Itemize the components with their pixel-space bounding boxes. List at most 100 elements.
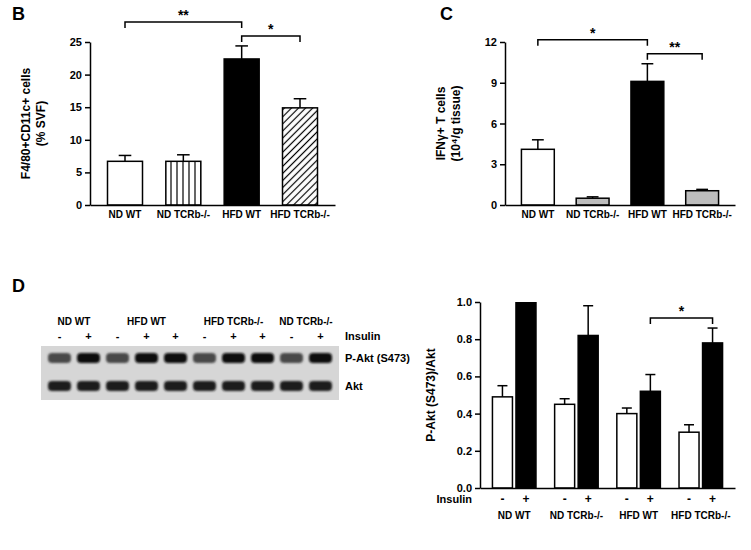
y-tick-mark [85,107,90,109]
series-label: - [563,492,567,506]
series-label: + [522,492,529,506]
blot-band [77,381,100,391]
y-axis: 0510152025 [70,36,91,211]
lane-group-label: HFD TCRb-/- [204,316,263,327]
y-tick: 0 [491,199,505,211]
insulin-sign: - [58,330,62,342]
y-axis: 0.00.20.40.60.81.0 [457,296,481,494]
y-tick: 15 [70,101,90,113]
significance-label: ** [669,39,680,55]
y-tick-mark [85,42,90,44]
y-tick-label: 1.0 [457,296,472,308]
x-tick-label: ND WT [498,510,531,521]
insulin-sign: - [203,330,207,342]
x-tick-label: ND WT [109,209,142,220]
x-tick: ND WT [498,510,531,521]
error-bar-cap [684,424,694,426]
y-tick: 0 [76,199,90,211]
x-tick-label: HFD TCRb-/- [672,209,731,220]
error-bar [696,189,708,190]
error-bar-stem [626,408,628,414]
y-tick: 10 [70,134,90,146]
x-tick-label: HFD TCRb-/- [671,510,730,521]
blot-row-label: Insulin [345,330,381,342]
insulin-sign: + [317,330,323,342]
x-tick-label: HFD TCRb-/- [270,209,329,220]
blot-band [164,353,187,363]
error-bar-stem [183,155,185,162]
bar [224,59,259,205]
blot-band-label: P-Akt (S473) [345,352,410,364]
blot-band [48,353,71,363]
western-blot: -+ND WT-++HFD WT-++HFD TCRb-/--+ND TCRb-… [41,316,410,400]
y-tick-label: 0 [76,199,82,211]
blot-band [193,353,216,363]
y-tick-mark [85,140,90,142]
bar [640,391,660,488]
x-tick: HFD WT [222,209,261,220]
error-bar-stem [688,425,690,432]
y-tick: 12 [485,36,505,48]
y-tick-label: 10 [70,134,82,146]
error-bar-cap [641,63,653,65]
blot-band [135,381,158,391]
y-tick-label: 0.2 [457,445,472,457]
error-bar-stem [124,155,126,161]
x-tick-label: ND TCRb-/- [550,510,603,521]
blot-band-label: Akt [345,380,363,392]
series-label: - [500,492,504,506]
plot-area [521,64,718,205]
x-tick: ND WT [109,209,142,220]
error-bar-cap [119,155,132,157]
error-bar [177,155,190,162]
plot-area [108,46,318,205]
bar [578,335,598,488]
bar [679,432,699,488]
y-tick: 25 [70,36,90,48]
error-bar-cap [532,139,544,141]
error-bar [583,306,593,336]
x-tick: HFD WT [619,510,658,521]
x-axis-title: Insulin [437,493,473,505]
error-bar-cap [622,407,632,409]
blot-band [309,353,332,363]
error-bar-cap [645,374,655,376]
y-tick-mark [475,413,480,415]
error-bar-stem [299,99,301,108]
bar [492,397,512,488]
error-bar-cap [583,305,593,307]
error-bar [119,155,132,161]
y-tick-mark [500,42,505,44]
y-tick-label: 3 [491,158,497,170]
bar [703,343,723,488]
y-tick-mark [475,488,480,490]
blot-band [48,381,71,391]
bar [108,161,143,205]
error-bar-cap [708,327,718,329]
y-tick: 9 [491,77,505,89]
y-tick-label: 0.8 [457,333,472,345]
blot-band [251,381,274,391]
axis-line [481,488,736,490]
panel-label: B [12,4,25,24]
blot-band [164,381,187,391]
panel-label: D [12,276,25,296]
bar [516,302,536,488]
y-tick-label: 5 [76,166,82,178]
blot-band [106,353,129,363]
x-axis: ND WT ND TCRb-/- HFD WT HFD TCRb-/- [481,489,736,522]
y-tick-mark [500,123,505,125]
blot-band [193,381,216,391]
x-tick-label: HFD WT [619,510,658,521]
bar [555,404,575,488]
x-axis: ND WTND TCRb-/-HFD WTHFD TCRb-/- [91,206,336,221]
x-tick: ND TCRb-/- [550,510,603,521]
chart-panel: ----++++0.00.20.40.60.81.0P-Akt (S473)/A… [12,276,736,521]
error-bar-stem [241,46,243,59]
error-bar-cap [521,302,531,303]
y-axis: 036912 [485,36,506,211]
bar [686,191,719,205]
y-tick-mark [85,172,90,174]
y-tick: 0.8 [457,333,480,345]
y-tick: 1.0 [457,296,480,308]
